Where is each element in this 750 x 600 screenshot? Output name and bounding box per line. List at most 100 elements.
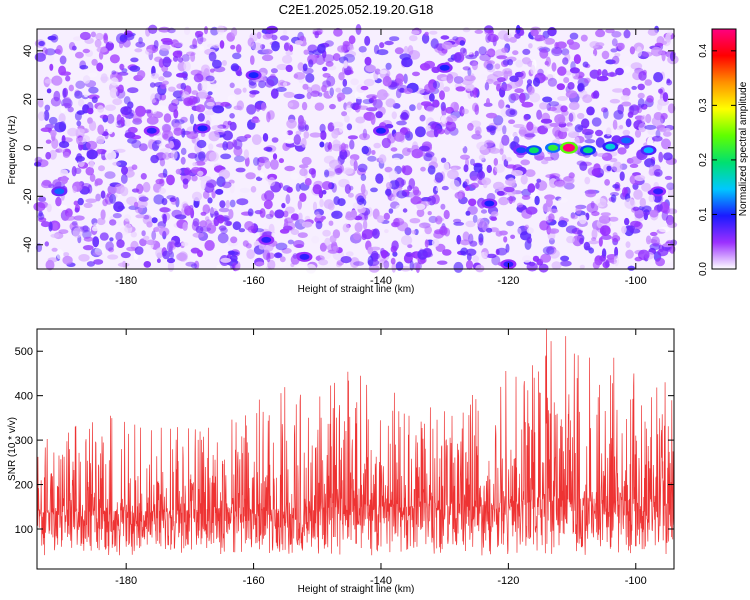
heatmap-blob	[261, 223, 270, 228]
heatmap-blob	[342, 167, 354, 175]
heatmap-blob	[79, 65, 89, 70]
heatmap-blob	[551, 62, 557, 72]
heatmap-blob	[568, 101, 580, 111]
heatmap-blob	[251, 134, 262, 146]
heatmap-blob	[601, 107, 608, 113]
heatmap-blob	[501, 47, 509, 53]
heatmap-blob	[476, 218, 485, 228]
heatmap-hotspot-core	[643, 147, 654, 154]
heatmap-blob	[491, 211, 499, 217]
heatmap-blob	[533, 77, 540, 87]
heatmap-blob	[314, 211, 320, 217]
snr-x-tick-label: -180	[115, 575, 137, 587]
heatmap-blob	[211, 83, 218, 89]
heatmap-blob	[436, 260, 448, 265]
heatmap-blob	[192, 218, 200, 227]
heatmap-blob	[639, 197, 646, 208]
heatmap-blob	[465, 54, 477, 60]
heatmap-blob	[182, 221, 188, 231]
heatmap-blob	[360, 183, 366, 195]
heatmap-blob	[301, 221, 313, 228]
heatmap-blob	[419, 114, 426, 122]
heatmap-blob	[612, 119, 618, 130]
heatmap-blob	[261, 102, 266, 111]
heatmap-blob	[225, 200, 230, 209]
heatmap-blob	[111, 70, 117, 75]
heatmap-blob	[314, 31, 320, 39]
heatmap-blob	[76, 110, 85, 115]
heatmap-blob	[478, 154, 485, 161]
heatmap-blob	[557, 66, 567, 76]
heatmap-blob	[625, 249, 634, 259]
heatmap-blob	[552, 125, 561, 137]
heatmap-blob	[463, 164, 469, 173]
heatmap-blob	[610, 48, 618, 53]
heatmap-blob	[153, 40, 159, 49]
heatmap-blob	[206, 179, 217, 188]
heatmap-blob	[588, 240, 599, 245]
heatmap-blob	[401, 235, 413, 246]
heatmap-blob	[168, 86, 176, 92]
heatmap-blob	[62, 88, 67, 99]
heatmap-blob	[510, 93, 520, 101]
heatmap-blob	[503, 236, 508, 243]
heatmap-blob	[162, 168, 168, 178]
heatmap-blob	[568, 41, 581, 50]
heatmap-blob	[50, 34, 59, 43]
heatmap-blob	[278, 158, 284, 164]
heatmap-blob	[536, 109, 542, 120]
heatmap-blob	[67, 127, 79, 137]
heatmap-blob	[294, 40, 304, 45]
heatmap-blob	[402, 147, 411, 156]
heatmap-blob	[191, 175, 198, 182]
heatmap-blob	[332, 139, 341, 148]
heatmap-blob	[579, 161, 588, 171]
heatmap-blob	[91, 96, 98, 104]
heatmap-blob	[588, 247, 594, 254]
heatmap-blob	[479, 74, 488, 80]
heatmap-blob	[527, 183, 536, 193]
heatmap-blob	[321, 181, 332, 190]
heatmap-blob	[619, 124, 624, 130]
heatmap-blob	[197, 170, 204, 177]
heatmap-blob	[502, 125, 507, 135]
heatmap-hotspot-core	[299, 253, 310, 260]
heatmap-blob	[365, 64, 377, 73]
heatmap-blob	[62, 255, 73, 265]
heatmap-blob	[152, 111, 164, 119]
colorbar-tick-label: 0.1	[698, 207, 709, 221]
heatmap-blob	[341, 111, 348, 117]
heatmap-blob	[656, 203, 663, 212]
heatmap-blob	[522, 255, 532, 263]
heatmap-blob	[474, 29, 484, 34]
heatmap-blob	[324, 142, 331, 153]
heatmap-blob	[446, 115, 458, 123]
heatmap-blob	[539, 48, 549, 59]
heatmap-blob	[653, 72, 664, 83]
heatmap-blob	[644, 158, 656, 168]
heatmap-blob	[154, 56, 163, 63]
heatmap-blob	[190, 52, 196, 62]
heatmap-blob	[569, 32, 579, 40]
heatmap-blob	[422, 252, 434, 258]
heatmap-blob	[180, 116, 188, 123]
heatmap-blob	[175, 197, 180, 208]
heatmap-blob	[651, 46, 663, 57]
heatmap-blob	[76, 120, 82, 127]
heatmap-blob	[282, 130, 289, 137]
heatmap-blob	[195, 104, 206, 113]
heatmap-blob	[262, 48, 274, 55]
heatmap-blob	[270, 159, 279, 170]
heatmap-blob	[520, 70, 526, 79]
heatmap-blob	[109, 193, 117, 204]
heatmap-blob	[287, 99, 300, 110]
heatmap-blob	[264, 159, 271, 169]
heatmap-blob	[229, 199, 236, 208]
heatmap-blob	[599, 255, 606, 262]
heatmap-blob	[290, 229, 300, 235]
heatmap-hotspot-core	[248, 72, 259, 79]
heatmap-blob	[116, 239, 125, 249]
heatmap-blob	[601, 50, 610, 60]
heatmap-blob	[154, 92, 162, 102]
heatmap-blob	[446, 73, 454, 84]
